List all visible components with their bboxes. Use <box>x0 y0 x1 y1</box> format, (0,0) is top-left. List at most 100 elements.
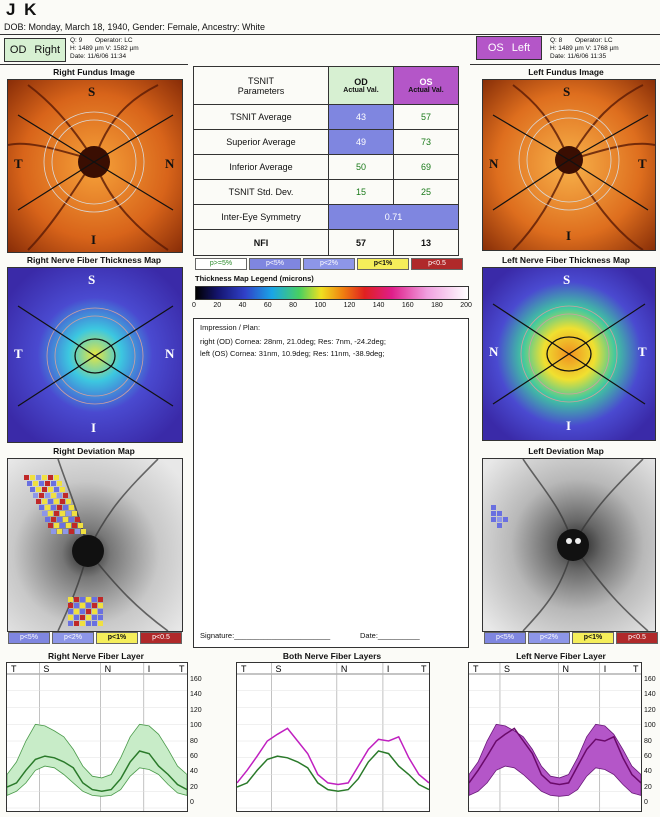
right-dev-title: Right Deviation Map <box>53 446 135 456</box>
deviation-pixel <box>63 493 68 498</box>
left-nft-map: S N T I <box>482 267 656 441</box>
deviation-pixel <box>60 487 65 492</box>
deviation-pixel <box>80 621 85 626</box>
deviation-pixel <box>66 523 71 528</box>
left-nft-t: T <box>638 344 647 359</box>
table-row: Inferior Average 50 69 <box>193 154 459 180</box>
deviation-pixel <box>51 517 56 522</box>
right-nft-map: S T N I <box>7 267 183 443</box>
deviation-pixel <box>63 505 68 510</box>
graph-axis-label: T <box>473 664 479 674</box>
deviation-pixel <box>39 481 44 486</box>
right-fundus-t: T <box>14 156 23 171</box>
right-fundus-i: I <box>91 232 97 247</box>
deviation-pixel <box>51 493 56 498</box>
deviation-pixel <box>69 517 74 522</box>
deviation-pixel <box>57 481 62 486</box>
patient-dob: DOB: Monday, March 18, 1940, Gender: Fem… <box>4 22 265 32</box>
graph-axis-label: T <box>633 664 639 674</box>
deviation-pixel <box>51 529 56 534</box>
deviation-pixel <box>75 517 80 522</box>
deviation-pixel <box>86 621 91 626</box>
deviation-pixel <box>98 615 103 620</box>
thickness-legend-ticks: 0 20 40 60 80 100 120 140 160 180 200 <box>192 302 472 309</box>
right-fundus-n: N <box>165 156 175 171</box>
right-fundus-title: Right Fundus Image <box>53 67 135 77</box>
deviation-pixel <box>48 499 53 504</box>
deviation-pixel <box>92 609 97 614</box>
od-thickness-curve <box>236 750 430 793</box>
deviation-pixel <box>45 517 50 522</box>
deviation-pixel <box>92 615 97 620</box>
left-deviation-map <box>482 458 656 632</box>
right-nft-s: S <box>88 272 96 287</box>
left-fundus-i: I <box>566 228 572 243</box>
deviation-pixel <box>57 493 62 498</box>
left-nft-title: Left Nerve Fiber Thickness Map <box>501 255 630 265</box>
graph-axis-label: I <box>604 664 607 674</box>
right-layer-title: Right Nerve Fiber Layer <box>48 651 144 661</box>
deviation-pixel <box>68 597 73 602</box>
deviation-pixel <box>39 505 44 510</box>
os-eye-badge: OS Left <box>476 36 542 60</box>
deviation-pixel <box>42 511 47 516</box>
deviation-pixel <box>74 621 79 626</box>
deviation-pixel <box>63 517 68 522</box>
graph-axis-label: T <box>421 664 427 674</box>
deviation-pixel <box>48 511 53 516</box>
deviation-pixel <box>491 511 496 516</box>
right-dev-legend: p<5% p<2% p<1% p<0.5 <box>8 632 182 644</box>
graph-axis-label: N <box>341 664 348 674</box>
impression-panel: Impression / Plan: right (OD) Cornea: 28… <box>193 318 469 648</box>
left-fundus-n: N <box>489 156 499 171</box>
left-fundus-s: S <box>563 84 571 99</box>
deviation-pixel <box>54 523 59 528</box>
deviation-pixel <box>60 499 65 504</box>
deviation-pixel <box>48 487 53 492</box>
header-divider <box>0 34 660 35</box>
patient-name: J K <box>6 0 39 19</box>
table-row: TSNIT Std. Dev. 15 25 <box>193 179 459 205</box>
signature-line[interactable]: Signature:_______________________ <box>200 631 331 640</box>
right-deviation-map <box>7 458 183 632</box>
left-nft-s: S <box>563 272 571 287</box>
thickness-legend-bar <box>195 286 469 300</box>
deviation-pixel <box>491 505 496 510</box>
graph-axis-label: I <box>148 664 151 674</box>
deviation-pixel <box>39 493 44 498</box>
tsnit-os-header: OS Actual Val. <box>393 66 459 105</box>
right-fundus-image: S T N I <box>7 79 183 253</box>
deviation-pixel <box>24 475 29 480</box>
normal-range-band <box>468 723 642 797</box>
deviation-pixel <box>81 529 86 534</box>
os-thickness-curve <box>236 727 430 786</box>
deviation-pixel <box>66 511 71 516</box>
deviation-pixel <box>60 511 65 516</box>
deviation-pixel <box>30 487 35 492</box>
deviation-pixel <box>57 529 62 534</box>
deviation-pixel <box>491 517 496 522</box>
graph-axis-label: S <box>276 664 282 674</box>
deviation-pixel <box>98 603 103 608</box>
deviation-pixel <box>86 615 91 620</box>
deviation-pixel <box>36 487 41 492</box>
left-fundus-title: Left Fundus Image <box>528 67 604 77</box>
deviation-pixel <box>86 609 91 614</box>
od-thickness-curve <box>6 750 188 793</box>
deviation-pixel <box>36 475 41 480</box>
deviation-pixel <box>92 603 97 608</box>
deviation-pixel <box>33 493 38 498</box>
date-line[interactable]: Date:__________ <box>360 631 420 640</box>
left-dev-legend: p<5% p<2% p<1% p<0.5 <box>484 632 658 644</box>
deviation-pixel <box>74 603 79 608</box>
deviation-pixel <box>497 511 502 516</box>
deviation-pixel <box>54 487 59 492</box>
deviation-pixel <box>92 597 97 602</box>
deviation-pixel <box>27 481 32 486</box>
deviation-pixel <box>57 505 62 510</box>
deviation-pixel <box>74 597 79 602</box>
deviation-pixel <box>45 481 50 486</box>
